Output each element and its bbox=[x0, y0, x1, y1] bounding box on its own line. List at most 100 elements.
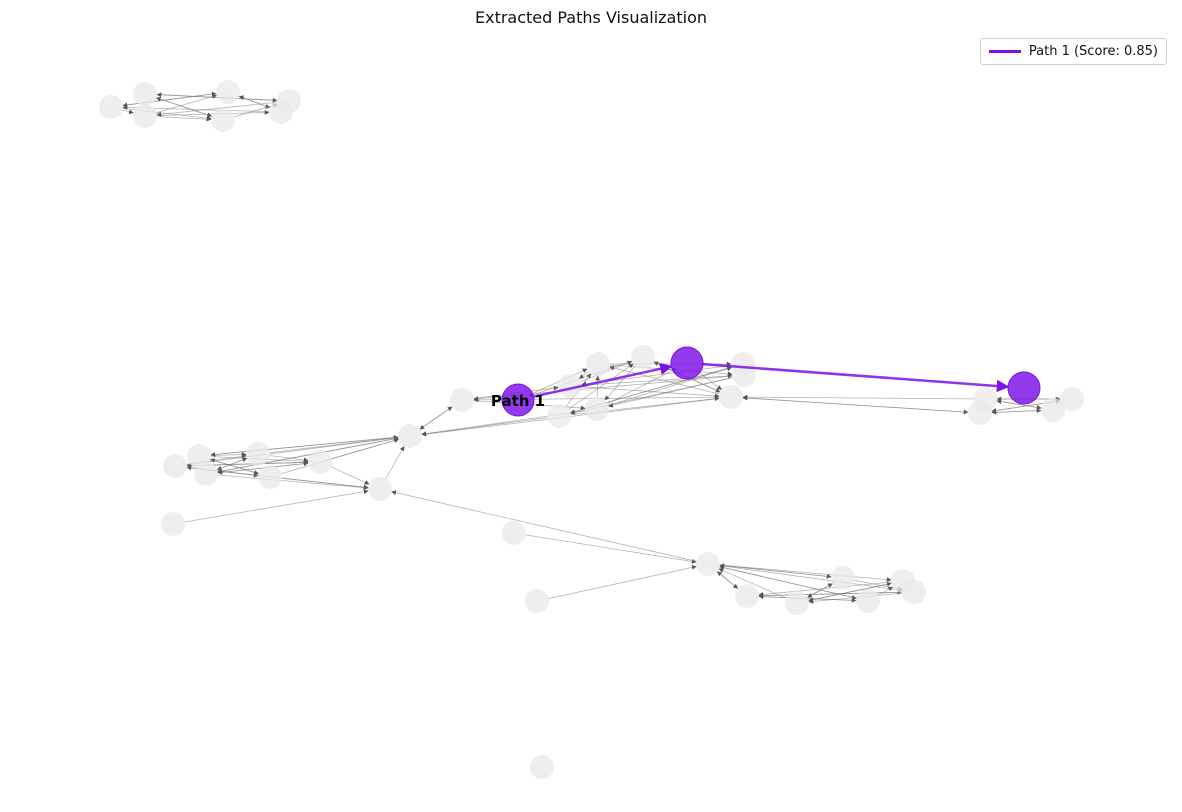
graph-node bbox=[133, 82, 157, 106]
edges-layer bbox=[122, 91, 1061, 604]
graph-edge bbox=[330, 466, 370, 485]
graph-edge bbox=[385, 446, 405, 479]
graph-edge bbox=[210, 459, 259, 475]
legend-line-icon bbox=[988, 50, 1021, 53]
graph-edge bbox=[878, 586, 893, 596]
graph-node bbox=[398, 424, 422, 448]
graph-edge bbox=[269, 435, 399, 453]
graph-node bbox=[194, 462, 218, 486]
graph-node bbox=[558, 374, 582, 398]
graph-node bbox=[1041, 398, 1065, 422]
graph-edge bbox=[758, 581, 892, 597]
graph-node bbox=[450, 388, 474, 412]
path-node bbox=[1007, 371, 1041, 405]
graph-node bbox=[831, 566, 855, 590]
graph-edge bbox=[807, 583, 833, 598]
graph-node bbox=[133, 104, 157, 128]
graph-edge bbox=[210, 436, 399, 457]
graph-node bbox=[211, 108, 235, 132]
graph-edge bbox=[719, 565, 903, 593]
graph-edge bbox=[996, 399, 1042, 409]
graph-edge bbox=[758, 589, 903, 597]
graph-edge bbox=[156, 101, 278, 117]
graph-edge bbox=[186, 435, 399, 465]
graph-node bbox=[308, 450, 332, 474]
legend-entry-label: Path 1 (Score: 0.85) bbox=[1028, 44, 1158, 59]
graph-node bbox=[525, 589, 549, 613]
graph-node bbox=[1060, 387, 1084, 411]
graph-node bbox=[719, 385, 743, 409]
graph-node bbox=[161, 512, 185, 536]
path-nodes-layer bbox=[501, 346, 1041, 417]
graph-edge bbox=[184, 489, 369, 523]
path-label: Path 1 bbox=[491, 392, 545, 410]
graph-node bbox=[585, 397, 609, 421]
graph-node bbox=[368, 477, 392, 501]
graph-edge bbox=[525, 534, 697, 564]
graph-edge bbox=[991, 409, 1042, 415]
graph-edge bbox=[156, 92, 278, 101]
graph-edge bbox=[742, 395, 969, 413]
graph-edge bbox=[156, 116, 212, 122]
graph-node bbox=[246, 442, 270, 466]
legend: Path 1 (Score: 0.85) bbox=[979, 38, 1167, 65]
graph-node bbox=[502, 521, 526, 545]
graph-edge bbox=[528, 360, 632, 397]
graph-edge bbox=[217, 474, 369, 490]
graph-edge bbox=[581, 373, 733, 386]
graph-node bbox=[547, 404, 571, 428]
graph-edge bbox=[217, 437, 399, 474]
graph-edge bbox=[156, 97, 213, 118]
graph-edge bbox=[528, 368, 588, 396]
graph-node bbox=[785, 591, 809, 615]
graph-node bbox=[735, 584, 759, 608]
graph-node bbox=[269, 100, 293, 124]
graph-edge bbox=[742, 394, 974, 400]
graph-node bbox=[258, 465, 282, 489]
graph-edge bbox=[238, 95, 270, 109]
graph-edge bbox=[808, 583, 892, 603]
graph-edge bbox=[281, 438, 399, 475]
graph-edge bbox=[156, 94, 217, 114]
nodes-layer bbox=[99, 80, 1084, 779]
graph-edge bbox=[581, 386, 720, 399]
graph-node bbox=[631, 345, 655, 369]
graph-edge bbox=[391, 490, 697, 562]
chart-title: Extracted Paths Visualization bbox=[474, 8, 708, 27]
graph-node bbox=[856, 589, 880, 613]
graph-node bbox=[187, 444, 211, 468]
graph-node bbox=[530, 755, 554, 779]
graph-node bbox=[586, 352, 610, 376]
path-node bbox=[670, 346, 704, 380]
graph-edge bbox=[419, 406, 453, 430]
graph-edge bbox=[719, 563, 832, 578]
graph-node bbox=[696, 552, 720, 576]
graph-edge bbox=[717, 571, 739, 589]
graph-edge bbox=[269, 455, 309, 463]
graph-edge bbox=[210, 452, 247, 457]
path-edge bbox=[702, 362, 1010, 393]
graph-node bbox=[99, 95, 123, 119]
graph-node bbox=[732, 363, 756, 387]
graph-edge bbox=[122, 109, 134, 115]
graph-edge bbox=[234, 103, 278, 118]
graph-edge bbox=[808, 592, 903, 604]
graph-edge bbox=[608, 366, 732, 406]
graph-node bbox=[902, 580, 926, 604]
path-node bbox=[501, 383, 535, 417]
graph-edge bbox=[696, 370, 722, 390]
graph-edge bbox=[568, 363, 634, 410]
graph-edge bbox=[548, 565, 697, 599]
graph-edge bbox=[719, 564, 892, 582]
graph-node bbox=[163, 454, 187, 478]
graph-edge bbox=[217, 457, 248, 471]
graph-node bbox=[216, 80, 240, 104]
graph-edge bbox=[609, 365, 720, 395]
graph-edge bbox=[719, 565, 857, 599]
path-layer bbox=[533, 362, 1010, 398]
path-edge bbox=[533, 362, 673, 398]
graph-node bbox=[973, 387, 997, 411]
graph-edge bbox=[281, 477, 369, 490]
